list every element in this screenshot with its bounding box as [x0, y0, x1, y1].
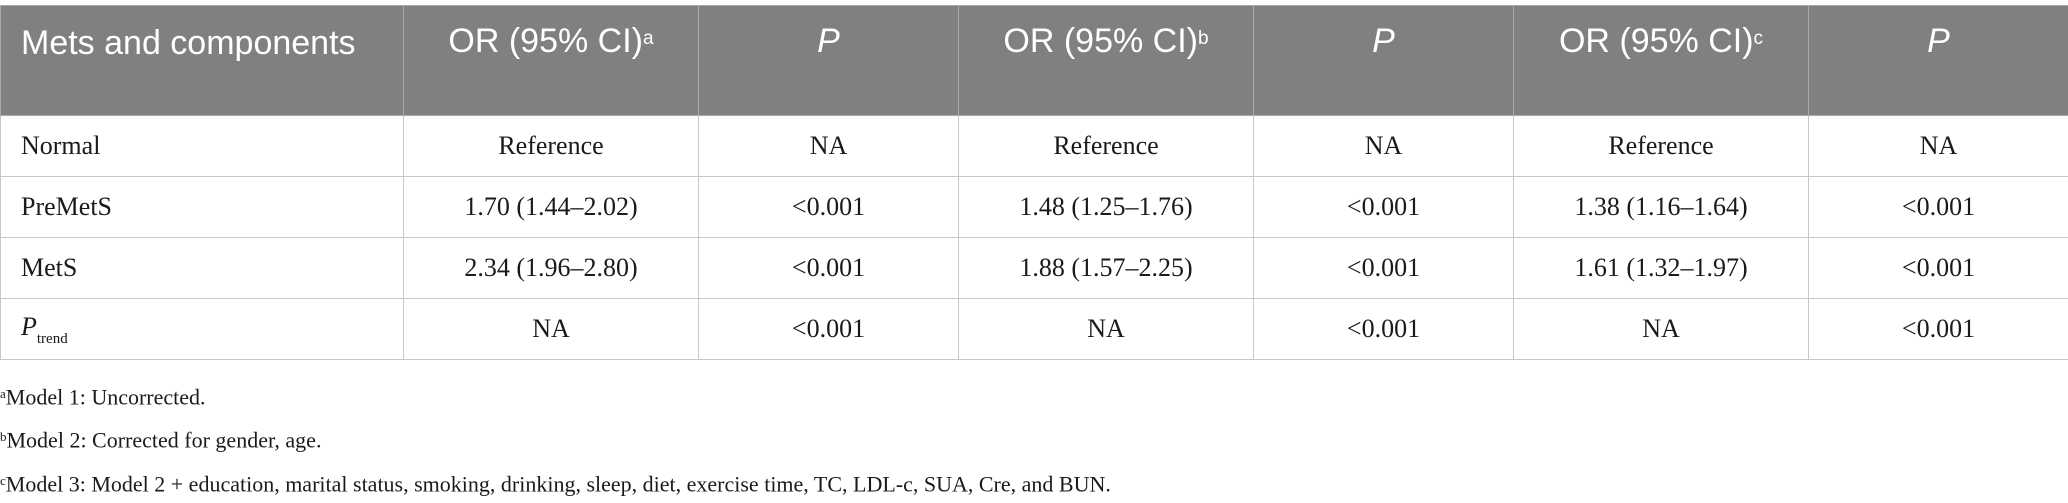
footnote-mark-b: b: [1198, 28, 1209, 49]
cell-or-model2: 1.88 (1.57–2.25): [959, 238, 1254, 299]
cell-p-model1: <0.001: [699, 238, 959, 299]
row-label: PreMetS: [1, 177, 404, 238]
cell-p-model1: NA: [699, 116, 959, 177]
footnote-text: Model 3: Model 2 + education, marital st…: [6, 471, 1111, 496]
cell-p-model2: <0.001: [1254, 177, 1514, 238]
header-or-model3: OR (95% CI)c: [1514, 6, 1809, 116]
footnote-mark-a: a: [643, 28, 654, 49]
footnote: cModel 3: Model 2 + education, marital s…: [0, 460, 1111, 503]
cell-or-model2: 1.48 (1.25–1.76): [959, 177, 1254, 238]
header-row: Mets and components OR (95% CI)a P OR (9…: [1, 6, 2068, 116]
table-row: PreMetS 1.70 (1.44–2.02) <0.001 1.48 (1.…: [1, 177, 2068, 238]
cell-or-model2: NA: [959, 299, 1254, 360]
footnote-mark: c: [0, 473, 6, 488]
table-row: MetS 2.34 (1.96–2.80) <0.001 1.88 (1.57–…: [1, 238, 2068, 299]
table-row: Normal Reference NA Reference NA Referen…: [1, 116, 2068, 177]
header-or-model2: OR (95% CI)b: [959, 6, 1254, 116]
header-mets-components: Mets and components: [1, 6, 404, 116]
header-p-model2: P: [1254, 6, 1514, 116]
header-p-label: P: [1927, 22, 1950, 60]
footnote: aModel 1: Uncorrected.: [0, 373, 1111, 416]
cell-or-model1: 1.70 (1.44–2.02): [404, 177, 699, 238]
p-symbol: P: [21, 312, 37, 341]
header-p-label: P: [817, 22, 840, 60]
header-or-label: OR (95% CI): [448, 22, 643, 60]
cell-or-model3: Reference: [1514, 116, 1809, 177]
cell-or-model1: NA: [404, 299, 699, 360]
footnote-text: Model 2: Corrected for gender, age.: [7, 428, 322, 453]
footnote: bModel 2: Corrected for gender, age.: [0, 416, 1111, 459]
table-header: Mets and components OR (95% CI)a P OR (9…: [1, 6, 2068, 116]
cell-p-model1: <0.001: [699, 299, 959, 360]
header-or-label: OR (95% CI): [1559, 22, 1754, 60]
header-p-model3: P: [1809, 6, 2068, 116]
table-row: Ptrend NA <0.001 NA <0.001 NA <0.001: [1, 299, 2068, 360]
cell-p-model2: <0.001: [1254, 299, 1514, 360]
odds-ratio-table: Mets and components OR (95% CI)a P OR (9…: [0, 5, 2068, 360]
header-p-model1: P: [699, 6, 959, 116]
cell-p-model3: <0.001: [1809, 177, 2068, 238]
header-mets-components-label: Mets and components: [21, 24, 356, 62]
cell-or-model2: Reference: [959, 116, 1254, 177]
footnote-mark: b: [0, 429, 7, 444]
table-footnotes: aModel 1: Uncorrected. bModel 2: Correct…: [0, 373, 1111, 503]
footnote-text: Model 1: Uncorrected.: [6, 384, 206, 409]
header-p-label: P: [1372, 22, 1395, 60]
cell-or-model3: 1.61 (1.32–1.97): [1514, 238, 1809, 299]
cell-or-model1: Reference: [404, 116, 699, 177]
table-body: Normal Reference NA Reference NA Referen…: [1, 116, 2068, 360]
cell-p-model2: <0.001: [1254, 238, 1514, 299]
footnote-mark: a: [0, 386, 6, 401]
cell-p-model1: <0.001: [699, 177, 959, 238]
cell-p-model3: <0.001: [1809, 238, 2068, 299]
cell-p-model3: NA: [1809, 116, 2068, 177]
cell-p-model2: NA: [1254, 116, 1514, 177]
header-or-label: OR (95% CI): [1003, 22, 1198, 60]
row-label: MetS: [1, 238, 404, 299]
footnote-mark-c: c: [1754, 28, 1764, 49]
header-or-model1: OR (95% CI)a: [404, 6, 699, 116]
row-label: Normal: [1, 116, 404, 177]
cell-p-model3: <0.001: [1809, 299, 2068, 360]
cell-or-model3: NA: [1514, 299, 1809, 360]
cell-or-model3: 1.38 (1.16–1.64): [1514, 177, 1809, 238]
row-label-p-trend: Ptrend: [1, 299, 404, 360]
cell-or-model1: 2.34 (1.96–2.80): [404, 238, 699, 299]
p-subscript: trend: [37, 331, 68, 347]
